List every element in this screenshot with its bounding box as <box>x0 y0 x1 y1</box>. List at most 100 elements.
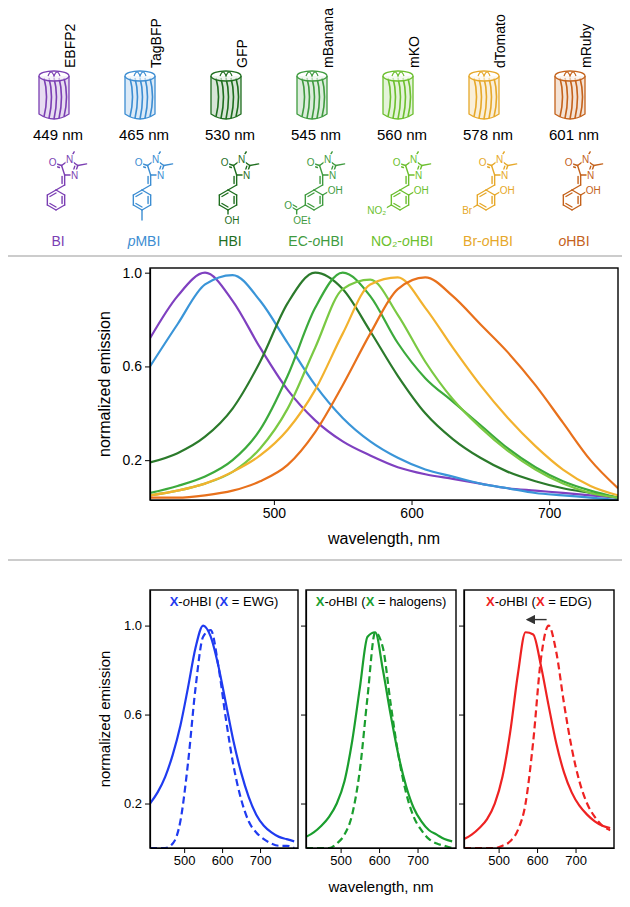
label-background <box>284 200 293 211</box>
atom-label: N <box>496 154 503 165</box>
bond <box>219 195 220 205</box>
emission-peak: 578 nm <box>463 126 513 143</box>
bonds <box>47 152 86 210</box>
tick-mark <box>145 366 150 367</box>
axis-line <box>464 591 465 849</box>
atom-label: N <box>329 170 336 181</box>
tick: 600 <box>212 848 234 868</box>
series-line <box>150 273 618 498</box>
protein-column: TagBFP465 nmONNpMBI <box>119 18 173 249</box>
label-background <box>329 170 337 181</box>
tick-mark <box>145 715 150 716</box>
chromophore-structure: ONNOHBr <box>462 152 517 216</box>
chart: 5006007000.20.61.0wavelength, nmnormaliz… <box>96 265 619 547</box>
chart: 500600700wavelength, nmX-oHBI (X = halog… <box>301 590 457 895</box>
protein-name: dTomato <box>492 14 508 68</box>
bond <box>164 164 173 166</box>
barrel-strand <box>44 78 47 117</box>
bond <box>147 197 148 204</box>
chromophore-label: Br-oHBI <box>463 233 513 249</box>
protein-barrel <box>383 71 413 119</box>
barrel-strand <box>474 78 477 117</box>
barrel-body <box>383 76 413 119</box>
plot-frame <box>306 590 456 848</box>
tick-label: 600 <box>212 853 234 868</box>
protein-column: EBFP2449 nmONNBI <box>33 23 87 249</box>
bond <box>222 203 228 207</box>
atom-label: N <box>243 170 250 181</box>
tick: 700 <box>407 848 429 868</box>
barrel-strand <box>221 78 224 118</box>
chromophore-structure: ONNOHOOEt <box>284 152 345 226</box>
tick-label: 1.0 <box>124 618 142 633</box>
tick: 600 <box>369 848 391 868</box>
tick: 500 <box>330 848 352 868</box>
barrel-body <box>469 76 499 119</box>
chromophore-structure: ONN <box>47 152 86 210</box>
series-line <box>306 632 452 848</box>
plot-frame <box>150 590 298 848</box>
bond <box>64 175 65 185</box>
text-run: o <box>482 233 490 249</box>
axis <box>459 591 465 849</box>
barrel-strand <box>226 78 229 119</box>
axis: 500 600 700 <box>465 848 615 868</box>
tick-mark <box>145 626 150 627</box>
text-run: X <box>220 594 229 609</box>
protein-column: mKO560 nmONNOHNO₂NO₂-oHBI <box>367 36 433 249</box>
bond <box>572 205 581 210</box>
barrel-top <box>555 71 585 81</box>
bond <box>64 195 65 205</box>
chromophore-label: HBI <box>218 233 241 249</box>
barrel-body <box>211 76 241 119</box>
label-background <box>392 157 401 168</box>
series-line <box>150 626 294 842</box>
barrel-strand <box>216 78 219 117</box>
atom-label: N <box>66 154 73 165</box>
axis <box>301 591 307 849</box>
tick-label: 500 <box>488 853 510 868</box>
atom-label: N <box>582 154 589 165</box>
series-line <box>150 273 618 498</box>
tick-label: 600 <box>400 505 424 521</box>
bond <box>422 164 431 166</box>
bond <box>408 175 409 185</box>
bonds <box>563 152 602 210</box>
series-line <box>150 273 618 498</box>
tick: 500 <box>263 500 287 521</box>
protein-barrel <box>297 71 327 119</box>
series-line <box>150 280 618 498</box>
bond <box>508 164 517 166</box>
tick-mark <box>301 804 306 805</box>
barrel-body <box>125 76 155 119</box>
label-background <box>157 170 165 181</box>
bond <box>319 177 320 184</box>
bond <box>228 190 237 195</box>
bond <box>233 177 234 184</box>
text-run: X <box>170 594 179 609</box>
tick-label: 600 <box>527 853 549 868</box>
bond <box>566 203 572 207</box>
label-background <box>478 157 487 168</box>
emission-peak: 545 nm <box>291 126 341 143</box>
bond <box>580 175 581 185</box>
barrel-strand <box>575 78 578 118</box>
bond <box>236 195 237 205</box>
tick-mark <box>459 626 464 627</box>
bond <box>314 190 323 195</box>
bond <box>477 195 478 205</box>
bond <box>594 164 603 166</box>
tick <box>301 804 306 805</box>
tick: 700 <box>538 500 562 521</box>
label-background <box>415 170 423 181</box>
text-run: HBI <box>490 233 513 249</box>
label-background <box>462 205 474 216</box>
text-run: HBI ( <box>336 594 366 609</box>
barrel-strand <box>140 78 143 119</box>
bond <box>50 203 56 207</box>
label-background <box>293 215 311 226</box>
barrel-strand <box>489 78 492 118</box>
bond <box>563 195 564 205</box>
tick-label: 700 <box>565 853 587 868</box>
text-run: X <box>366 594 375 609</box>
